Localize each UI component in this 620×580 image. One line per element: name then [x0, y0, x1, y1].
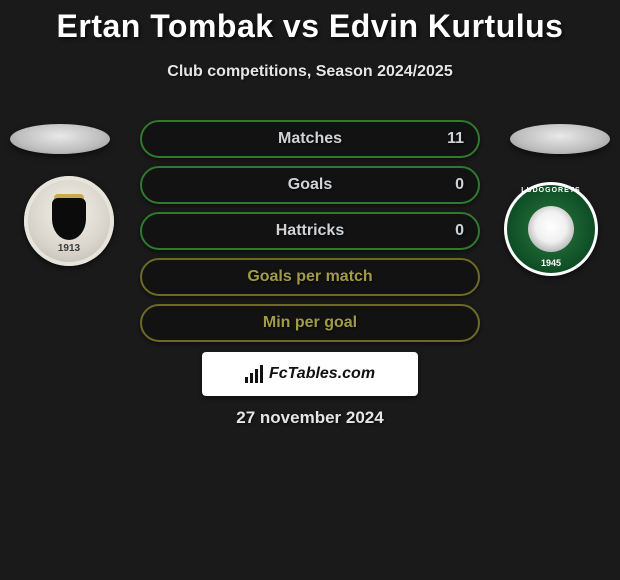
stat-label: Hattricks [276, 222, 344, 240]
stat-row-matches: Matches 11 [140, 120, 480, 158]
stat-label: Matches [278, 130, 342, 148]
source-logo: FcTables.com [245, 365, 375, 383]
source-text: FcTables.com [269, 365, 375, 383]
stat-row-min-per-goal: Min per goal [140, 304, 480, 342]
stat-row-goals-per-match: Goals per match [140, 258, 480, 296]
club-badge-right-name: LUDOGORETS [504, 187, 598, 194]
stat-value: 0 [455, 222, 464, 240]
club-badge-right-year: 1945 [504, 258, 598, 268]
club-badge-right: LUDOGORETS 1945 [504, 182, 598, 276]
page-title: Ertan Tombak vs Edvin Kurtulus [0, 0, 620, 45]
stat-label: Goals [288, 176, 332, 194]
page-subtitle: Club competitions, Season 2024/2025 [0, 63, 620, 81]
stat-label: Min per goal [263, 314, 357, 332]
player-right-placeholder [510, 124, 610, 154]
stat-row-goals: Goals 0 [140, 166, 480, 204]
player-left-placeholder [10, 124, 110, 154]
club-badge-left-year: 1913 [24, 243, 114, 254]
stats-list: Matches 11 Goals 0 Hattricks 0 Goals per… [140, 120, 480, 350]
club-badge-left: 1913 [24, 176, 114, 266]
chart-icon [245, 365, 263, 383]
source-badge: FcTables.com [202, 352, 418, 396]
stat-label: Goals per match [247, 268, 372, 286]
stat-row-hattricks: Hattricks 0 [140, 212, 480, 250]
stat-value: 11 [447, 130, 464, 148]
date-text: 27 november 2024 [0, 408, 620, 428]
stat-value: 0 [455, 176, 464, 194]
